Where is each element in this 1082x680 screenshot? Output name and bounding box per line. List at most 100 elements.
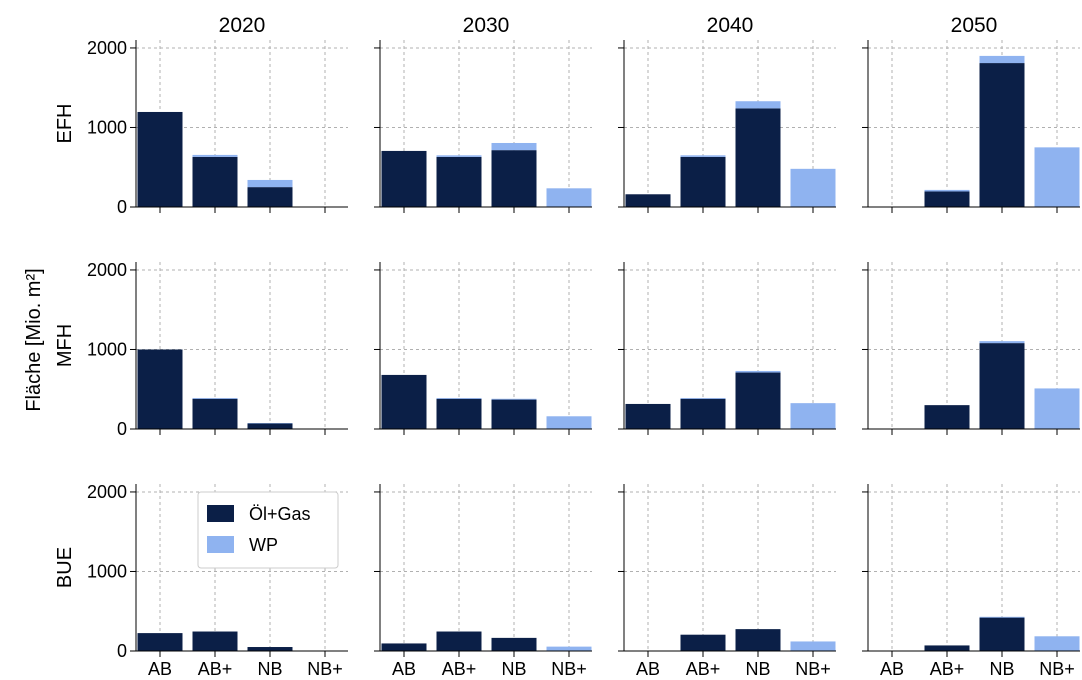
- bar-WP-NB+: [546, 646, 592, 651]
- legend-label: Öl+Gas: [249, 504, 311, 524]
- bar-Öl+Gas-NB: [979, 617, 1025, 651]
- bar-Öl+Gas-NB: [247, 187, 293, 207]
- y-tick-label: 1000: [87, 117, 127, 137]
- bar-Öl+Gas-AB+: [436, 156, 482, 207]
- bar-Öl+Gas-AB+: [436, 631, 482, 651]
- bar-Öl+Gas-NB: [979, 343, 1025, 429]
- bar-Öl+Gas-AB+: [680, 156, 726, 207]
- bar-Öl+Gas-AB+: [924, 405, 970, 429]
- bar-Öl+Gas-AB+: [680, 398, 726, 429]
- bar-WP-AB+: [680, 397, 726, 399]
- bar-WP-NB+: [1034, 147, 1080, 207]
- row-label: EFH: [54, 104, 76, 144]
- bar-Öl+Gas-AB+: [436, 398, 482, 429]
- bar-WP-AB+: [924, 189, 970, 192]
- y-tick-label: 1000: [87, 561, 127, 581]
- bar-Öl+Gas-AB+: [192, 631, 238, 651]
- y-tick-label: 2000: [87, 482, 127, 502]
- bar-Öl+Gas-AB: [625, 403, 671, 429]
- bar-WP-NB+: [790, 168, 836, 207]
- row-label: MFH: [54, 324, 76, 367]
- panel-EFH-2020: 0 1000 2000 2020 EFH: [54, 14, 348, 217]
- bar-WP-AB+: [436, 155, 482, 157]
- bar-WP-AB+: [680, 155, 726, 157]
- bar-WP-NB: [979, 616, 1025, 618]
- column-title: 2050: [951, 14, 998, 37]
- panel-MFH-2040: [618, 262, 836, 435]
- panels-layer: 0 1000 2000 2020 EFH 2030 2040 2050 0 1000 2000 MFH…: [54, 14, 1080, 679]
- bar-WP-NB: [491, 398, 537, 400]
- y-tick-label: 0: [117, 419, 127, 439]
- bar-Öl+Gas-NB: [979, 63, 1025, 207]
- bar-WP-NB+: [1034, 636, 1080, 651]
- x-tick-label: AB+: [442, 659, 477, 679]
- panel-BUE-2020: 0 1000 2000 AB AB+ NB NB+ BUE: [54, 482, 348, 679]
- x-tick-label: AB+: [686, 659, 721, 679]
- legend-label: WP: [249, 535, 278, 555]
- bar-Öl+Gas-AB: [381, 150, 427, 207]
- bar-Öl+Gas-AB+: [924, 645, 970, 651]
- bar-WP-NB: [247, 179, 293, 188]
- bar-WP-NB: [735, 101, 781, 109]
- bar-Öl+Gas-AB: [137, 349, 183, 429]
- bar-Öl+Gas-NB: [735, 629, 781, 651]
- bar-WP-AB+: [436, 397, 482, 399]
- x-tick-label: NB+: [307, 659, 343, 679]
- bar-Öl+Gas-NB: [735, 372, 781, 429]
- bar-Öl+Gas-AB: [381, 643, 427, 651]
- bar-Öl+Gas-NB: [247, 423, 293, 429]
- panel-BUE-2050: AB AB+ NB NB+: [862, 484, 1080, 679]
- column-title: 2030: [463, 14, 510, 37]
- bar-Öl+Gas-NB: [491, 150, 537, 207]
- bar-WP-NB+: [1034, 388, 1080, 429]
- y-tick-label: 1000: [87, 339, 127, 359]
- row-label: BUE: [54, 547, 76, 588]
- bar-WP-NB: [979, 341, 1025, 344]
- bar-Öl+Gas-NB: [491, 399, 537, 429]
- x-tick-label: NB+: [1039, 659, 1075, 679]
- x-tick-label: NB: [501, 659, 526, 679]
- bar-Öl+Gas-AB: [137, 111, 183, 207]
- bar-WP-NB: [491, 142, 537, 151]
- x-tick-label: NB: [257, 659, 282, 679]
- x-tick-label: AB: [636, 659, 660, 679]
- bar-WP-AB+: [192, 397, 238, 399]
- y-tick-label: 2000: [87, 38, 127, 58]
- figure-ylabel: Fläche [Mio. m²]: [23, 268, 45, 411]
- x-tick-label: AB+: [930, 659, 965, 679]
- panel-MFH-2020: 0 1000 2000 MFH: [54, 260, 348, 439]
- bar-WP-NB+: [546, 188, 592, 207]
- legend-swatch: [207, 536, 234, 553]
- y-tick-label: 0: [117, 197, 127, 217]
- bar-Öl+Gas-AB: [137, 633, 183, 651]
- bar-Öl+Gas-NB: [491, 637, 537, 651]
- bar-Öl+Gas-AB: [381, 374, 427, 429]
- panel-MFH-2050: [862, 262, 1080, 435]
- bar-Öl+Gas-NB: [735, 108, 781, 207]
- panel-BUE-2040: AB AB+ NB NB+: [618, 484, 836, 679]
- bar-WP-NB: [735, 370, 781, 373]
- legend-swatch: [207, 505, 234, 522]
- x-tick-label: AB: [880, 659, 904, 679]
- bar-WP-NB+: [790, 641, 836, 651]
- y-tick-label: 0: [117, 641, 127, 661]
- column-title: 2040: [707, 14, 754, 37]
- x-tick-label: AB: [392, 659, 416, 679]
- panel-MFH-2030: [374, 262, 592, 435]
- bar-Öl+Gas-AB+: [192, 156, 238, 207]
- bar-Öl+Gas-AB: [625, 194, 671, 207]
- bar-Öl+Gas-NB: [247, 647, 293, 651]
- column-title: 2020: [219, 14, 266, 37]
- bar-WP-AB+: [192, 154, 238, 157]
- bar-WP-NB+: [790, 403, 836, 429]
- panel-BUE-2030: AB AB+ NB NB+: [374, 484, 592, 679]
- x-tick-label: NB: [989, 659, 1014, 679]
- x-tick-label: NB+: [795, 659, 831, 679]
- x-tick-label: NB+: [551, 659, 587, 679]
- panel-EFH-2030: 2030: [374, 14, 592, 213]
- bar-Öl+Gas-AB+: [192, 398, 238, 429]
- bar-Öl+Gas-AB+: [680, 634, 726, 651]
- bar-WP-NB: [979, 55, 1025, 64]
- x-tick-label: AB+: [198, 659, 233, 679]
